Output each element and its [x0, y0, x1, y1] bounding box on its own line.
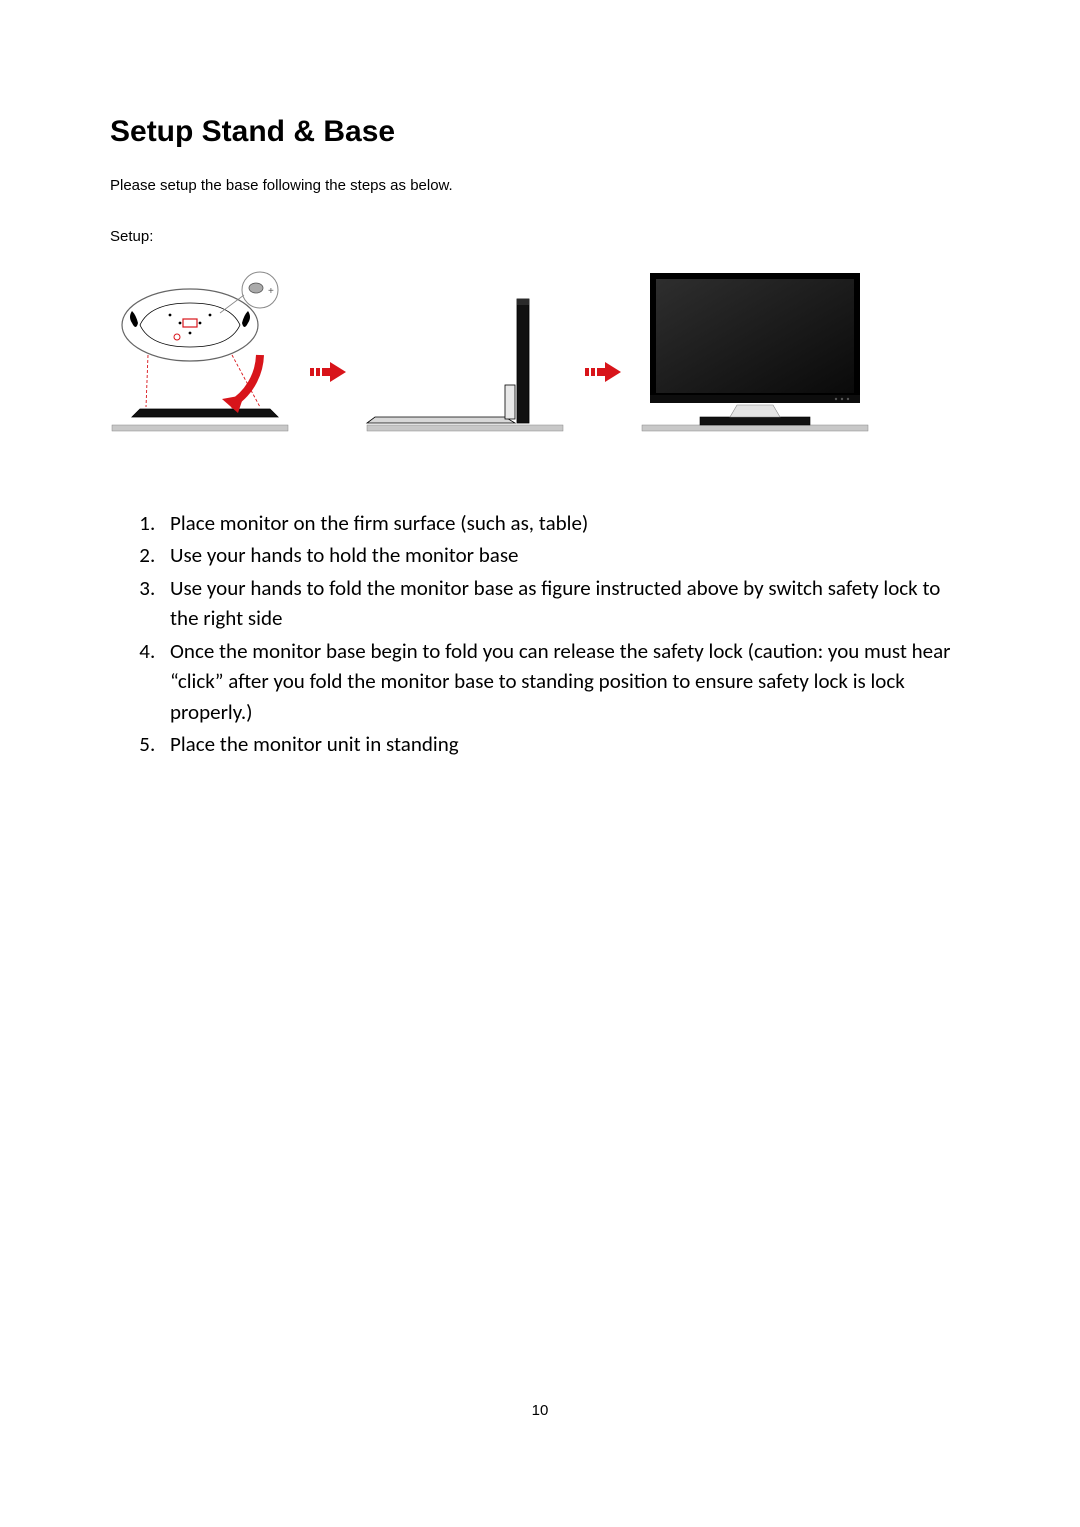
list-item: Place the monitor unit in standing [160, 729, 970, 759]
page-title: Setup Stand & Base [110, 115, 970, 149]
list-item: Use your hands to hold the monitor base [160, 540, 970, 570]
arrow-icon [585, 360, 621, 384]
diagram-step-3 [640, 255, 870, 440]
diagram-step-2 [365, 255, 565, 440]
steps-list: Place monitor on the firm surface (such … [110, 508, 970, 760]
arrow-1 [310, 360, 346, 440]
list-item: Use your hands to fold the monitor base … [160, 573, 970, 634]
diagram-row: + [110, 255, 870, 440]
intro-text: Please setup the base following the step… [110, 177, 970, 194]
diagram-step-1: + [110, 255, 290, 440]
svg-text:+: + [268, 286, 274, 297]
setup-label: Setup: [110, 228, 970, 245]
diagram-1-svg: + [110, 255, 290, 435]
diagram-2-svg [365, 255, 565, 435]
diagram-3-svg [640, 255, 870, 435]
list-item: Once the monitor base begin to fold you … [160, 636, 970, 727]
page-number: 10 [0, 1402, 1080, 1419]
list-item: Place monitor on the firm surface (such … [160, 508, 970, 538]
arrow-icon [310, 360, 346, 384]
arrow-2 [585, 360, 621, 440]
page: Setup Stand & Base Please setup the base… [0, 0, 1080, 1527]
